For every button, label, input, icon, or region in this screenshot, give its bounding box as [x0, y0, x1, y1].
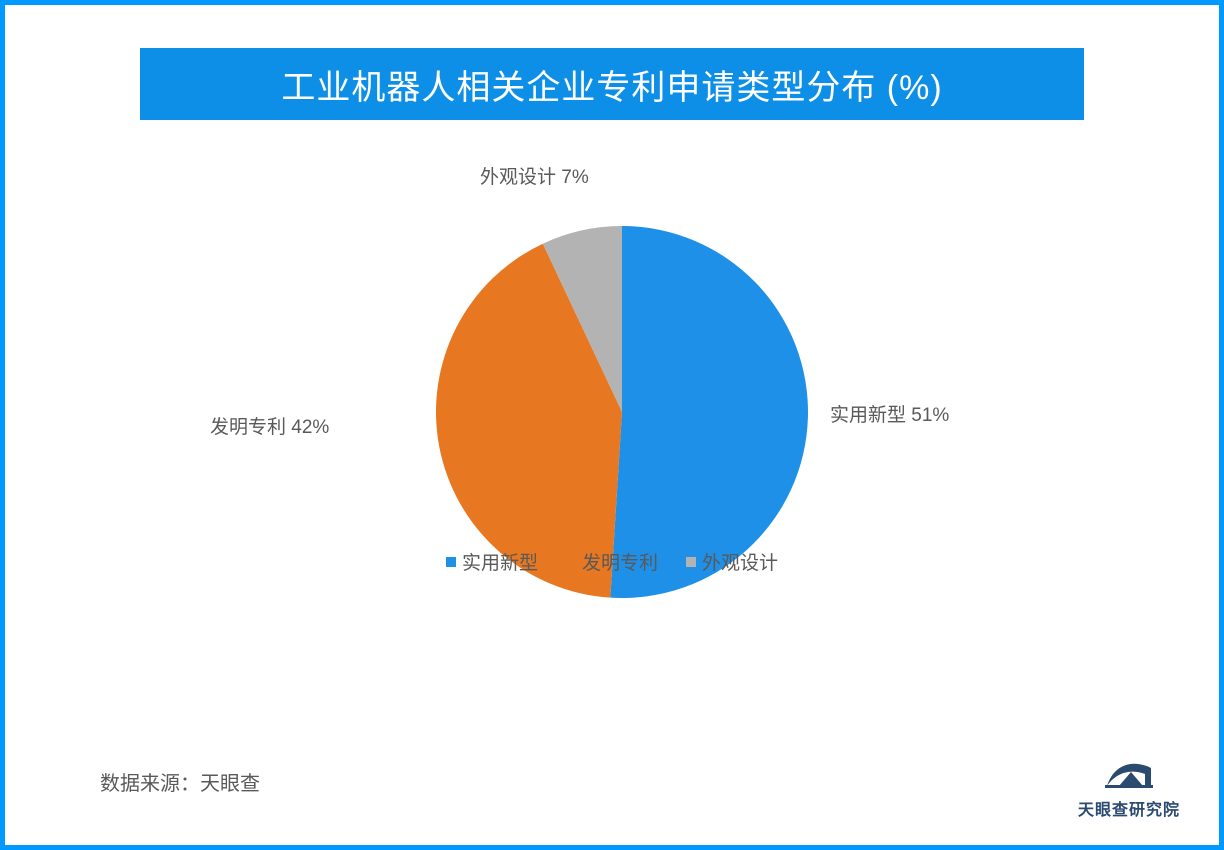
brand-block: 天眼查研究院: [1078, 752, 1180, 820]
pie-slice: [610, 226, 808, 598]
legend-item-2: 外观设计: [686, 548, 778, 575]
legend-item-0: 实用新型: [446, 548, 538, 575]
chart-title-banner: 工业机器人相关企业专利申请类型分布 (%): [140, 48, 1084, 120]
legend-swatch-0: [446, 557, 456, 567]
legend-swatch-2: [686, 557, 696, 567]
legend-item-1: 发明专利: [566, 548, 658, 575]
slice-label-1: 发明专利 42%: [210, 412, 329, 439]
slice-label-0: 实用新型 51%: [830, 400, 949, 427]
slice-label-2: 外观设计 7%: [480, 162, 589, 189]
legend-swatch-1: [566, 557, 576, 567]
pie-chart: [432, 222, 812, 602]
brand-logo-icon: [1101, 752, 1157, 792]
chart-area: 实用新型 51% 发明专利 42% 外观设计 7%: [0, 150, 1224, 690]
legend: 实用新型 发明专利 外观设计: [0, 548, 1224, 575]
brand-text: 天眼查研究院: [1078, 796, 1180, 820]
data-source: 数据来源：天眼查: [100, 767, 260, 796]
legend-text-0: 实用新型: [462, 548, 538, 575]
legend-text-2: 外观设计: [702, 548, 778, 575]
legend-text-1: 发明专利: [582, 548, 658, 575]
chart-title: 工业机器人相关企业专利申请类型分布 (%): [281, 60, 942, 109]
